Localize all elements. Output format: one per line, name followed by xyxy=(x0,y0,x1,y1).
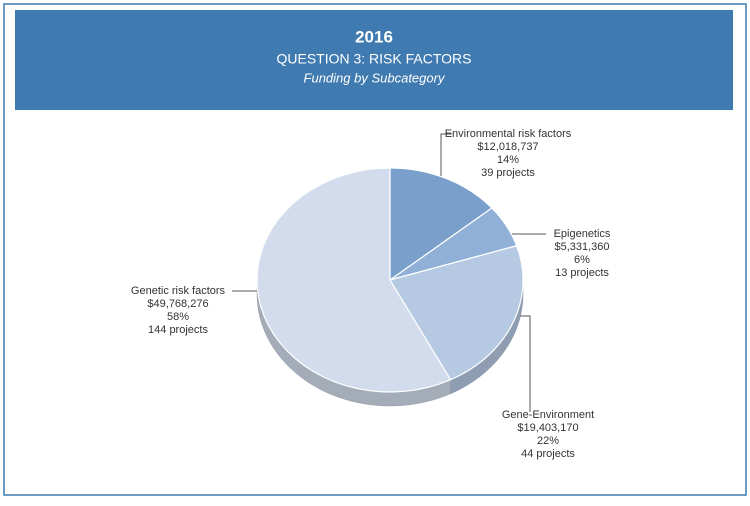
projects-label: 39 projects xyxy=(481,167,535,179)
category-label: Genetic risk factors xyxy=(131,285,226,297)
category-label: Epigenetics xyxy=(554,228,611,240)
value-label: $49,768,276 xyxy=(147,298,208,310)
leader-line xyxy=(518,315,531,412)
slice xyxy=(389,245,524,381)
projects-label: 44 projects xyxy=(521,448,575,460)
value-label: $19,403,170 xyxy=(517,422,578,434)
projects-label: 144 projects xyxy=(148,324,208,336)
percent-label: 22% xyxy=(537,435,559,447)
category-label: Environmental risk factors xyxy=(445,128,572,140)
header-band xyxy=(15,10,733,110)
value-label: $5,331,360 xyxy=(554,241,609,253)
projects-label: 13 projects xyxy=(555,267,609,279)
chart-subtitle: Funding by Subcategory xyxy=(304,70,446,85)
chart-title: QUESTION 3: RISK FACTORS xyxy=(276,51,471,67)
value-label: $12,018,737 xyxy=(477,141,538,153)
percent-label: 58% xyxy=(167,311,189,323)
percent-label: 14% xyxy=(497,154,519,166)
slice xyxy=(256,167,452,393)
slice xyxy=(389,207,518,281)
percent-label: 6% xyxy=(574,254,590,266)
category-label: Gene-Environment xyxy=(502,409,594,421)
year: 2016 xyxy=(355,27,393,46)
slice xyxy=(389,167,493,282)
